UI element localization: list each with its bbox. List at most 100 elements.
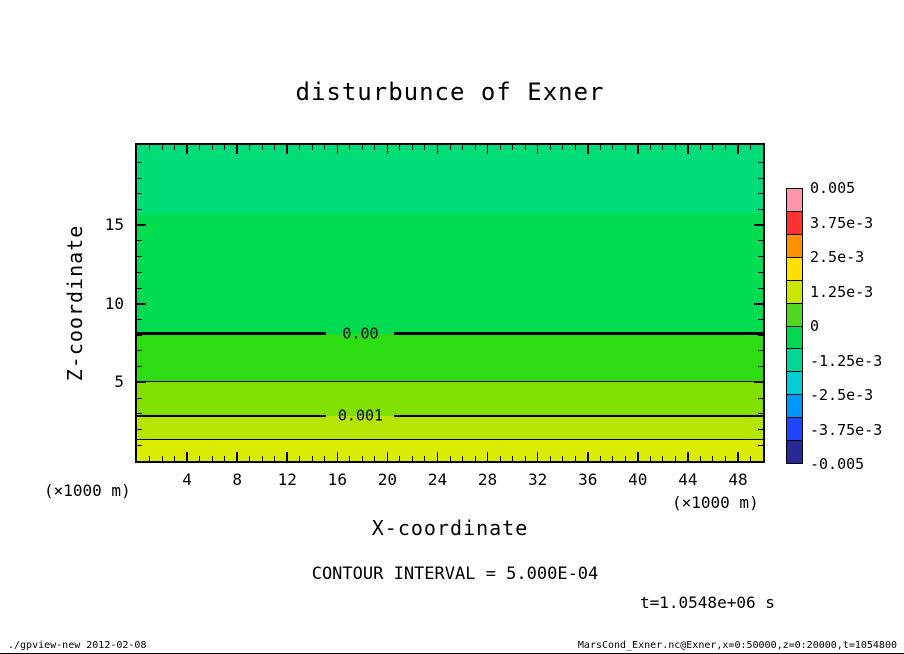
x-tick: [236, 452, 238, 461]
x-tick: [662, 456, 664, 461]
x-tick: [737, 452, 739, 461]
plot-title: disturbunce of Exner: [295, 78, 605, 106]
x-axis-label: X-coordinate: [371, 516, 529, 540]
x-tick: [724, 456, 726, 461]
x-tick-label: 24: [427, 470, 448, 489]
x-tick: [749, 145, 751, 150]
x-tick: [512, 456, 514, 461]
z-tick-label: 5: [114, 372, 124, 392]
x-tick: [624, 145, 626, 150]
x-tick-label: 4: [182, 470, 192, 489]
z-tick: [758, 413, 763, 415]
x-tick: [486, 452, 489, 461]
z-tick-label: 10: [104, 293, 124, 313]
x-tick: [649, 456, 651, 461]
z-tick: [137, 177, 142, 179]
colorbar-cell: [787, 233, 802, 257]
x-tick: [536, 145, 539, 154]
z-tick: [758, 397, 763, 399]
colorbar-cell: [787, 417, 802, 441]
z-tick: [758, 366, 763, 368]
x-tick: [674, 456, 676, 461]
x-tick: [161, 145, 163, 150]
colorbar-cell: [787, 189, 802, 211]
x-tick: [174, 456, 176, 461]
z-tick: [758, 444, 763, 446]
x-tick: [474, 145, 476, 150]
tone-band: [137, 214, 763, 334]
colorbar-tick-label: -2.5e-3: [810, 386, 874, 404]
z-tick: [137, 319, 142, 320]
x-tick: [449, 145, 451, 150]
z-axis-unit: (×1000 m): [44, 481, 131, 500]
x-tick: [361, 145, 363, 150]
x-tick: [549, 456, 551, 461]
x-tick: [524, 456, 526, 461]
colorbar-cell: [787, 210, 802, 234]
x-tick: [424, 456, 426, 461]
z-tick: [758, 193, 763, 195]
z-tick: [137, 224, 146, 226]
x-tick: [662, 145, 664, 150]
x-tick: [374, 456, 376, 461]
x-tick: [224, 145, 226, 150]
x-tick: [712, 145, 714, 150]
x-tick: [211, 145, 213, 150]
x-tick: [311, 145, 313, 150]
colorbar-cell: [787, 348, 802, 372]
z-tick: [137, 287, 142, 289]
tone-band: [137, 439, 763, 461]
colorbar-tick-label: -3.75e-3: [810, 420, 883, 439]
x-tick: [324, 456, 326, 461]
z-tick: [758, 177, 763, 179]
x-tick: [687, 145, 689, 154]
z-tick: [137, 302, 146, 305]
x-tick: [612, 456, 614, 461]
z-tick: [137, 193, 142, 195]
z-tick-label: 15: [104, 215, 124, 235]
x-tick-label: 20: [377, 470, 398, 489]
x-tick: [649, 145, 651, 150]
x-tick: [286, 452, 289, 461]
x-tick: [637, 452, 639, 461]
z-tick: [758, 208, 763, 210]
tone-band: [137, 381, 763, 417]
x-tick: [386, 452, 389, 461]
z-tick: [758, 350, 763, 352]
x-tick: [524, 145, 526, 150]
contour-line: [394, 414, 763, 418]
x-tick: [236, 145, 238, 154]
z-tick: [137, 161, 142, 163]
x-tick: [249, 456, 251, 461]
z-tick: [137, 208, 142, 210]
colorbar-tick-label: 0: [810, 317, 820, 335]
x-tick-label: 8: [232, 470, 242, 489]
z-tick: [137, 429, 142, 431]
colorbar-tick-label: -0.005: [810, 455, 865, 473]
colorbar-cell: [787, 302, 802, 326]
x-tick: [574, 145, 576, 150]
x-tick-label: 16: [327, 470, 347, 489]
footer-command: ./gpview-new 2012-02-08: [8, 640, 147, 651]
x-tick: [687, 452, 689, 461]
x-tick: [637, 145, 639, 154]
colorbar-cell: [787, 371, 802, 395]
contour-line: [394, 332, 763, 335]
z-tick: [137, 366, 142, 368]
x-tick: [749, 456, 751, 461]
colorbar: [786, 188, 803, 464]
z-tick-labels: 5 10 15: [84, 145, 124, 461]
x-tick: [261, 456, 263, 461]
z-tick: [754, 302, 763, 305]
contour-line: [137, 381, 763, 383]
x-tick: [737, 145, 739, 154]
contour-line: [137, 332, 327, 335]
x-tick: [311, 456, 313, 461]
x-tick: [274, 145, 276, 150]
contour-label: 0.001: [337, 406, 384, 425]
colorbar-cell: [787, 394, 802, 418]
x-tick: [224, 456, 226, 461]
x-tick: [149, 456, 151, 461]
x-tick: [336, 452, 339, 461]
